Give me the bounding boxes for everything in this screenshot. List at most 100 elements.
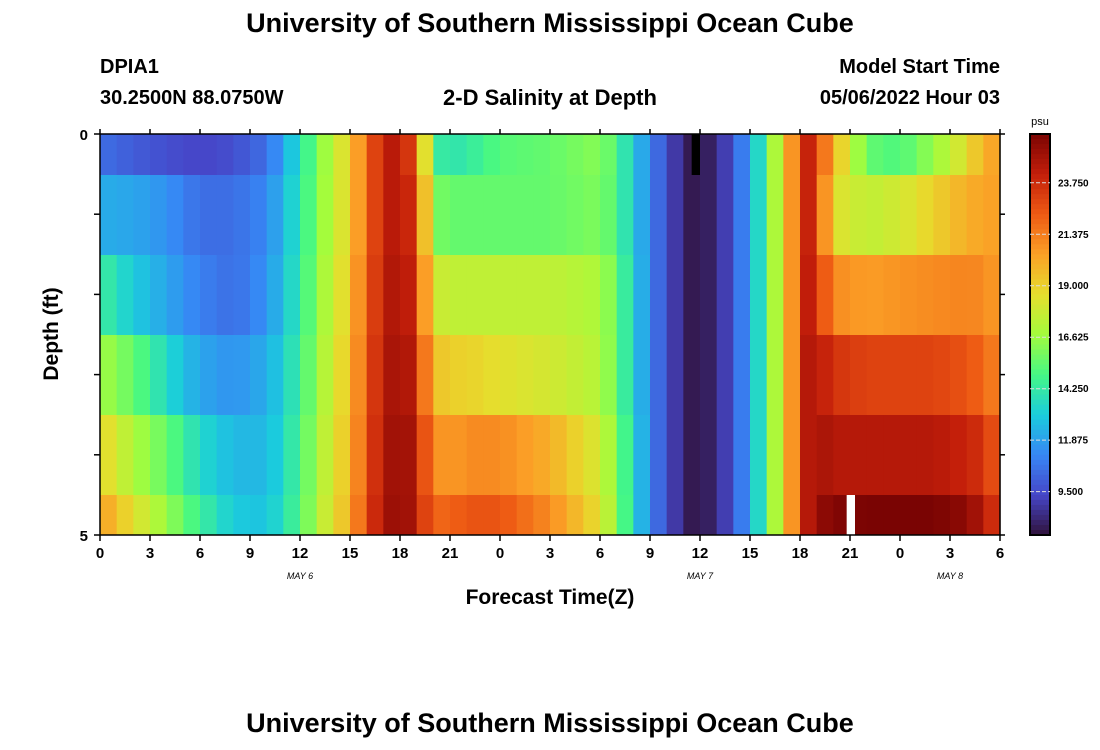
heatmap-cell [250,175,268,255]
colorbar-segment [1030,309,1050,316]
heatmap-cell [783,495,801,535]
heatmap-cell [466,134,484,175]
heatmap-cell [433,255,451,335]
colorbar-segment [1030,359,1050,366]
heatmap-cell [600,255,618,335]
heatmap-cell [733,415,751,495]
x-tick-label: 21 [442,545,459,562]
heatmap-cell [133,415,151,495]
heatmap-cell [533,335,551,415]
heatmap-cell [250,134,268,175]
heatmap-cell [400,335,418,415]
heatmap-cell [616,175,634,255]
heatmap-cell [866,134,884,175]
x-tick-label: 3 [146,545,154,562]
heatmap-cell [550,175,568,255]
heatmap-cell [866,415,884,495]
heatmap-cell [450,134,468,175]
heatmap-cell [583,495,601,535]
colorbar-segment [1030,274,1050,280]
heatmap-cell [766,335,784,415]
heatmap-cell [366,415,384,495]
x-tick-label: 6 [596,545,604,562]
footer-title: University of Southern Mississippi Ocean… [246,708,854,738]
heatmap-cell [383,495,401,535]
colorbar-segment [1030,344,1050,351]
heatmap-cell [700,175,718,255]
heatmap-cell [200,134,218,175]
model-start-value: 05/06/2022 Hour 03 [819,87,1000,109]
heatmap-cell [316,495,334,535]
heatmap-cell [416,255,434,335]
colorbar-tick-label: 16.625 [1058,333,1089,344]
station-id: DPIA1 [100,56,159,78]
heatmap-cell [750,255,768,335]
heatmap-cell [900,134,918,175]
heatmap-cell [600,495,618,535]
heatmap-cell [483,134,501,175]
heatmap-cell [966,335,984,415]
heatmap-cell [933,495,951,535]
heatmap-cell [816,495,834,535]
heatmap-cell [116,134,134,175]
heatmap-cell [950,415,968,495]
colorbar-segment [1030,134,1050,140]
heatmap-cell [750,495,768,535]
heatmap-cell [516,335,534,415]
heatmap-cell [800,175,818,255]
heatmap-cell [233,335,251,415]
colorbar-segment [1030,369,1050,376]
heatmap-cell [416,335,434,415]
colorbar-segment [1030,524,1050,531]
colorbar-segment [1030,399,1050,406]
heatmap-cell [350,175,368,255]
heatmap-cell [916,175,934,255]
heatmap-cell [800,134,818,175]
colorbar-segment [1030,319,1050,326]
date-label: MAY 7 [687,571,714,581]
heatmap-cell [466,175,484,255]
colorbar-segment [1030,449,1050,456]
heatmap-cell [750,335,768,415]
heatmap-cell [966,255,984,335]
heatmap-cell [366,495,384,535]
heatmap-cell [783,255,801,335]
heatmap-cell [616,255,634,335]
x-tick-label: 9 [646,545,654,562]
heatmap-cell [833,415,851,495]
heatmap-cell [200,175,218,255]
heatmap-cell [283,134,301,175]
heatmap-cell [183,495,201,535]
heatmap-cell [983,415,1001,495]
heatmap-cell [666,495,684,535]
heatmap-cell [216,175,234,255]
heatmap-cell [300,495,318,535]
heatmap-cell [533,175,551,255]
colorbar-segment [1030,244,1050,250]
heatmap-cell [883,335,901,415]
heatmap-cell [133,495,151,535]
heatmap-cell [416,415,434,495]
heatmap-cell [900,335,918,415]
heatmap-cell [900,495,918,535]
heatmap-cell [550,335,568,415]
heatmap-cell [566,495,584,535]
heatmap-cell [183,175,201,255]
heatmap-cell [933,175,951,255]
heatmap-cell [200,255,218,335]
heatmap-cell [100,495,118,535]
heatmap-cell [933,415,951,495]
heatmap-cell [833,175,851,255]
colorbar-segment [1030,414,1050,421]
heatmap-cell [550,415,568,495]
heatmap-cell [533,255,551,335]
heatmap-cell [716,495,734,535]
colorbar-segment [1030,299,1050,306]
heatmap-cell [483,495,501,535]
colorbar-segment [1030,314,1050,321]
heatmap-cell [716,335,734,415]
colorbar-segment [1030,404,1050,411]
colorbar-segment [1030,374,1050,381]
heatmap-cell [650,175,668,255]
heatmap-cell [133,134,151,175]
